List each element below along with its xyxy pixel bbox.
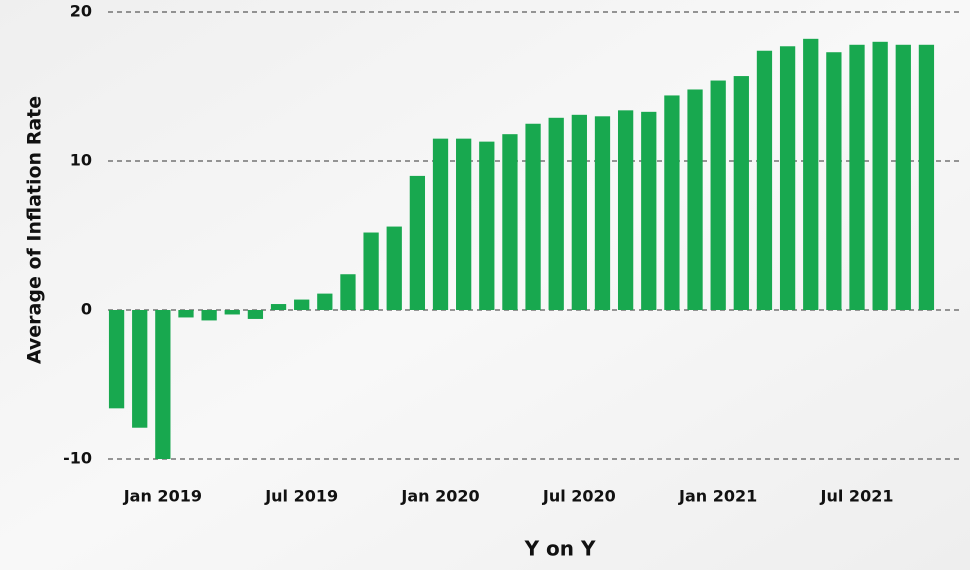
bar <box>340 274 356 310</box>
bar <box>733 76 749 310</box>
bar <box>641 111 657 310</box>
bar <box>849 44 865 310</box>
bar <box>502 134 518 310</box>
bar <box>826 52 842 310</box>
bar <box>710 80 726 310</box>
x-tick-label: Jul 2019 <box>264 487 338 506</box>
bar <box>294 299 310 310</box>
y-tick-label: -10 <box>63 449 92 468</box>
x-tick-label: Jan 2019 <box>123 487 202 506</box>
bar <box>247 310 264 319</box>
bar <box>664 95 680 310</box>
x-tick-label: Jan 2021 <box>678 487 757 506</box>
y-axis-label: Average of Inflation Rate <box>24 96 46 364</box>
bar <box>479 141 495 310</box>
bar <box>594 116 611 310</box>
bar <box>687 89 703 310</box>
bar <box>895 44 911 310</box>
y-tick-label: 10 <box>70 151 92 170</box>
bar <box>409 175 426 310</box>
x-tick-label: Jul 2020 <box>542 487 616 506</box>
bar <box>617 110 634 310</box>
bar <box>155 310 171 459</box>
bar <box>872 41 888 311</box>
x-axis-label: Y on Y <box>524 537 596 561</box>
bar <box>525 123 541 310</box>
bar <box>270 304 287 310</box>
bar <box>571 114 587 310</box>
bar <box>918 44 935 310</box>
bar <box>363 232 379 310</box>
bar <box>548 117 564 310</box>
bar <box>201 310 217 321</box>
bar <box>432 138 449 310</box>
bar <box>756 50 773 311</box>
bar <box>132 310 148 428</box>
bar <box>456 138 472 310</box>
bar <box>779 46 796 311</box>
bar <box>108 310 125 409</box>
bar <box>317 293 333 310</box>
bar <box>803 38 819 310</box>
y-tick-label: 0 <box>81 300 92 319</box>
bar <box>386 226 402 310</box>
x-tick-label: Jul 2021 <box>820 487 894 506</box>
x-tick-label: Jan 2020 <box>400 487 479 506</box>
bar <box>178 310 194 318</box>
y-tick-label: 20 <box>70 2 92 21</box>
bar <box>224 310 240 315</box>
